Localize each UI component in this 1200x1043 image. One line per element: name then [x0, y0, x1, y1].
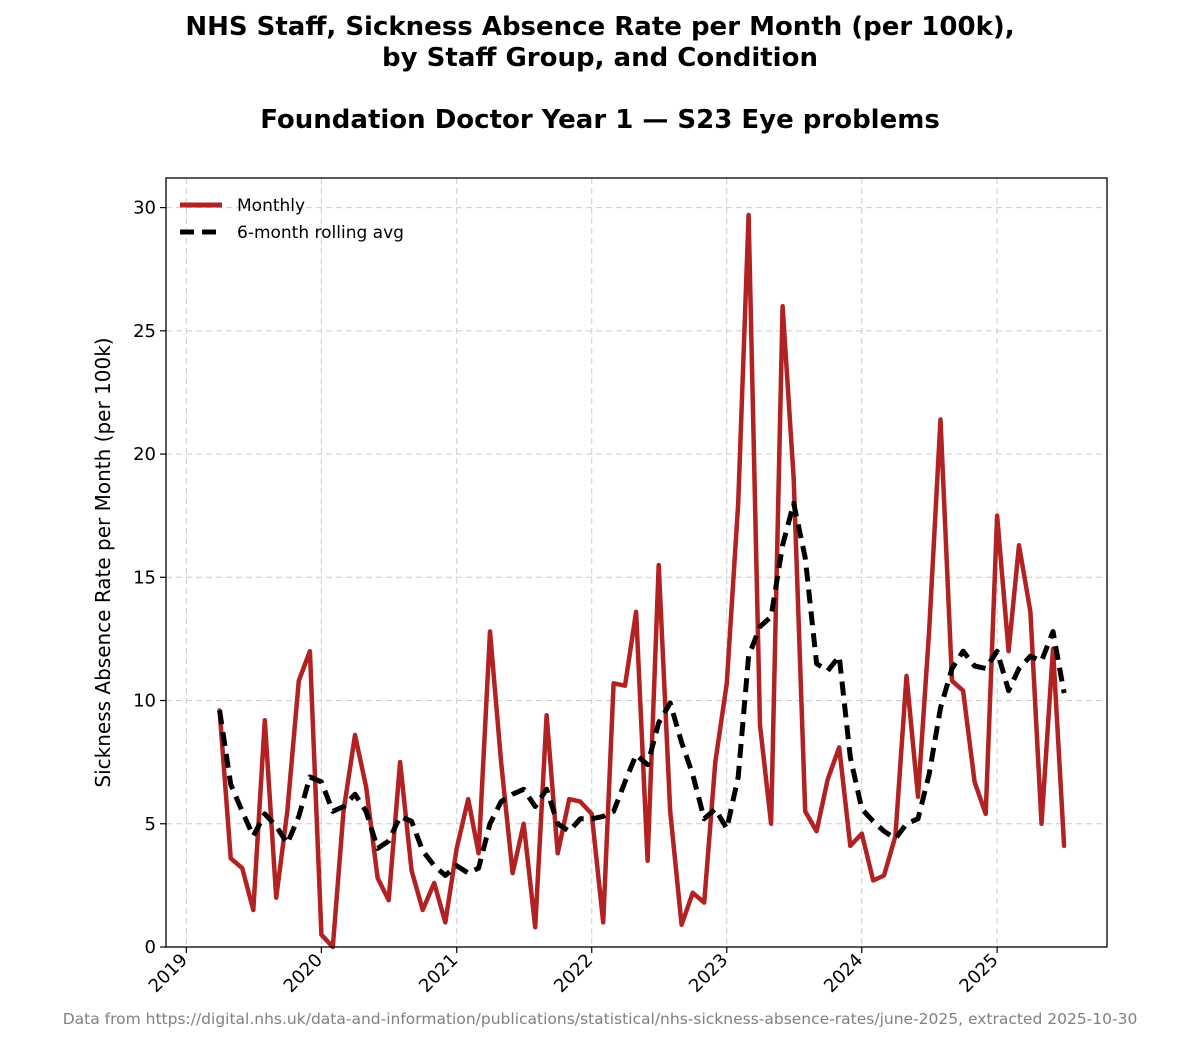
x-tick-label: 2024 — [820, 950, 867, 997]
x-tick-label: 2025 — [955, 950, 1002, 997]
plot-frame — [165, 177, 1108, 948]
y-axis-label: Sickness Absence Rate per Month (per 100… — [91, 337, 115, 787]
legend: Monthly 6-month rolling avg — [180, 196, 404, 243]
x-tick-label: 2023 — [685, 950, 732, 997]
x-tick-label: 2022 — [550, 950, 597, 997]
y-tick-label: 30 — [133, 198, 156, 219]
series-line-monthly — [217, 212, 1067, 950]
y-axis: 0 5 10 15 20 25 30 — [133, 198, 166, 958]
x-tick-label: 2021 — [415, 950, 462, 997]
x-tick-label: 2020 — [280, 950, 327, 997]
legend-label-rolling-avg: 6-month rolling avg — [237, 223, 404, 243]
y-tick-label: 15 — [133, 567, 156, 588]
series-line-rolling-avg — [217, 500, 1067, 878]
data-source-note: Data from https://digital.nhs.uk/data-an… — [62, 1010, 1138, 1028]
y-tick-label: 20 — [133, 444, 156, 465]
y-tick-label: 0 — [145, 937, 156, 958]
grid — [166, 178, 1107, 948]
legend-label-monthly: Monthly — [237, 196, 305, 216]
y-tick-label: 25 — [133, 321, 156, 342]
y-tick-label: 10 — [133, 691, 156, 712]
x-axis: 2019 2020 2021 2022 2023 2024 2025 — [145, 947, 1003, 997]
chart-subtitle: Foundation Doctor Year 1 — S23 Eye probl… — [260, 105, 940, 135]
chart-title-line-1: NHS Staff, Sickness Absence Rate per Mon… — [185, 12, 1015, 42]
y-tick-label: 5 — [145, 814, 156, 835]
series-layer — [217, 212, 1067, 950]
chart-title-line-2: by Staff Group, and Condition — [382, 43, 818, 73]
